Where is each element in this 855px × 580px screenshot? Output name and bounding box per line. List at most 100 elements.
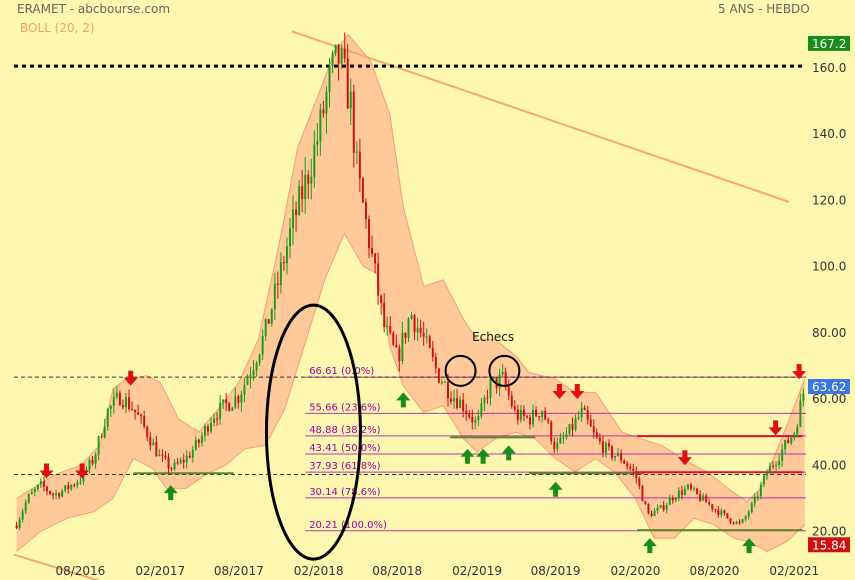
candle-body: [592, 426, 595, 433]
candle-body: [301, 186, 304, 200]
candle-body: [471, 416, 474, 423]
candle-body: [328, 65, 331, 92]
candle-body: [33, 489, 36, 493]
candle-body: [173, 462, 176, 470]
candle-body: [413, 315, 416, 333]
candle-body: [632, 468, 635, 472]
candle-body: [158, 454, 161, 457]
candle-body: [699, 493, 702, 501]
candle-body: [598, 437, 601, 442]
y-tick-label: 40.00: [812, 458, 846, 472]
candle-body: [276, 283, 279, 285]
candle-body: [595, 432, 598, 438]
candle-body: [787, 439, 790, 444]
candle-body: [489, 379, 492, 398]
candle-body: [571, 424, 574, 430]
candle-body: [480, 403, 483, 417]
arrow-up-icon: [742, 538, 757, 554]
last-price-badge-box: [808, 379, 850, 395]
high-price-badge-label: 167.2: [812, 37, 846, 51]
candle-body: [100, 436, 103, 438]
candle-body: [553, 441, 556, 449]
candle-body: [386, 326, 389, 328]
y-tick-label: 20.00: [812, 525, 846, 539]
candle-body: [49, 491, 52, 494]
last-price-badge-label: 63.62: [812, 380, 846, 394]
candle-body: [231, 407, 234, 411]
candle-body: [188, 455, 191, 458]
candle-body: [583, 407, 586, 411]
candle-body: [711, 504, 714, 510]
candle-body: [538, 416, 541, 418]
arrow-down-icon: [552, 384, 567, 399]
high-price-badge-box: [808, 35, 850, 51]
y-tick-label: 160.0: [812, 61, 846, 75]
candle-body: [680, 490, 683, 495]
candle-body: [744, 516, 747, 520]
candle-body: [702, 495, 705, 501]
candle-body: [462, 399, 465, 411]
candle-body: [106, 408, 109, 427]
candle-body: [194, 439, 197, 450]
candle-body: [756, 496, 759, 498]
candle-body: [371, 248, 374, 254]
candle-body: [580, 407, 583, 417]
candle-body: [161, 454, 164, 456]
annotation-ellipse: [264, 303, 362, 561]
arrow-down-icon: [768, 420, 783, 436]
candle-body: [24, 502, 27, 512]
candle-body: [97, 436, 100, 455]
candle-body: [665, 504, 668, 510]
candle-body: [486, 397, 489, 399]
x-tick-label: 02/2019: [452, 564, 502, 578]
candle-body: [428, 336, 431, 348]
candle-body: [674, 498, 677, 501]
bollinger-lower-line: [16, 232, 806, 552]
arrow-up-icon: [163, 485, 178, 501]
candle-body: [179, 459, 182, 464]
candle-body: [686, 484, 689, 489]
candle-body: [753, 496, 756, 504]
candle-body: [134, 409, 137, 413]
candle-body: [723, 510, 726, 514]
candle-body: [30, 492, 33, 495]
candle-body: [732, 522, 735, 524]
low-price-badge-label: 15.84: [812, 538, 846, 552]
candle-body: [677, 490, 680, 499]
candle-body: [535, 409, 538, 417]
candle-body: [73, 485, 76, 487]
candle-body: [361, 178, 364, 203]
candle-body: [392, 332, 395, 345]
annotation-circle: [444, 354, 477, 387]
candle-body: [39, 481, 42, 485]
candle-body: [374, 253, 377, 264]
candle-body: [729, 518, 732, 523]
candle-body: [574, 418, 577, 430]
candle-body: [118, 392, 121, 406]
candle-body: [468, 413, 471, 417]
arrow-up-icon: [476, 448, 491, 464]
candle-body: [182, 459, 185, 463]
candle-body: [765, 473, 768, 476]
candle-body: [149, 437, 152, 446]
candle-body: [714, 509, 717, 511]
candle-body: [434, 357, 437, 369]
candle-body: [36, 484, 39, 490]
candle-body: [437, 368, 440, 383]
candle-body: [604, 442, 607, 453]
candle-body: [623, 460, 626, 464]
candle-body: [650, 513, 653, 516]
candle-body: [27, 494, 30, 503]
candle-body: [802, 393, 805, 401]
candle-body: [559, 437, 562, 444]
x-tick-label: 08/2017: [214, 564, 264, 578]
candle-body: [401, 332, 404, 362]
candle-body: [273, 283, 276, 310]
candle-body: [541, 411, 544, 418]
candle-body: [216, 418, 219, 420]
candle-body: [76, 482, 79, 486]
candle-body: [331, 52, 334, 66]
candle-body: [325, 91, 328, 114]
candle-body: [492, 377, 495, 380]
